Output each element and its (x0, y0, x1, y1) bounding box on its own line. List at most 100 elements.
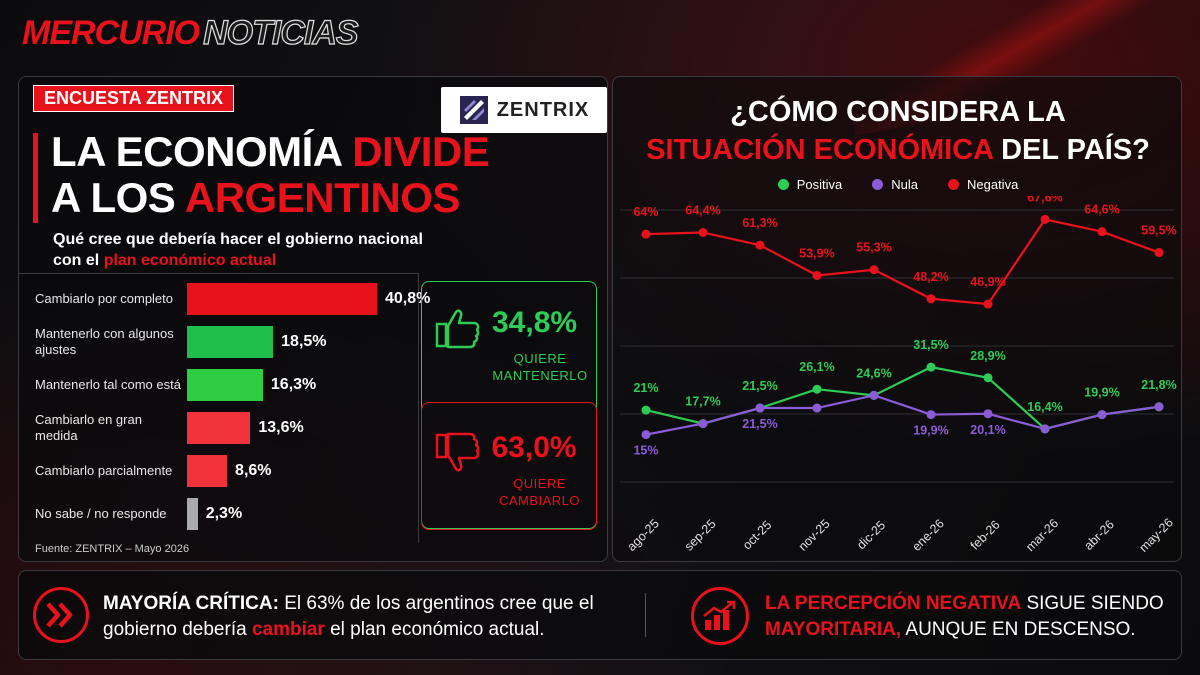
double-chevron-right-icon (33, 587, 89, 643)
footer-message-right: LA PERCEPCIÓN NEGATIVA SIGUE SIENDO MAYO… (765, 591, 1175, 643)
data-label: 21,5% (742, 417, 777, 431)
subtitle-line2-red: plan económico actual (103, 252, 277, 269)
x-tick-label: abr-26 (1081, 517, 1116, 552)
title-accent-bar (33, 133, 38, 223)
data-label: 20,1% (970, 423, 1005, 437)
data-point (1154, 248, 1164, 258)
data-point (926, 410, 936, 420)
line-chart: 21% 17,7% 21,5% 26,1% 24,6% 31,5% 28,9% 16,4% 19… (620, 196, 1177, 555)
data-label: 64,4% (685, 203, 720, 217)
bar-label: Mantenerlo con algunos ajustes (35, 326, 174, 357)
left-panel: ENCUESTA ZENTRIX ZENTRIX LA ECONOMÍA DIV… (18, 76, 608, 562)
legend-label: Positiva (796, 177, 843, 192)
data-point (1040, 424, 1050, 434)
bar-label: Mantenerlo tal como está (35, 377, 181, 392)
data-label: 59,5% (1141, 224, 1176, 238)
data-label: 16,4% (1027, 400, 1062, 414)
data-point (698, 227, 708, 237)
x-tick-label: may-26 (1136, 515, 1175, 554)
keep-caption: QUIERE MANTENERLO (482, 350, 598, 384)
change-caption-1: QUIERE (513, 476, 566, 491)
data-label: 53,9% (799, 246, 834, 260)
footer-bar: MAYORÍA CRÍTICA: El 63% de los argentino… (18, 570, 1182, 660)
series-line (645, 394, 1160, 436)
bar-label: Cambiarlo en gran medida (35, 412, 142, 443)
data-label: 21,8% (1141, 378, 1176, 392)
data-point (1097, 410, 1107, 420)
bar (187, 369, 263, 401)
data-point (1154, 402, 1164, 412)
title-line2-red: ARGENTINOS (184, 174, 461, 221)
legend-item: Nula (872, 177, 918, 192)
change-caption: QUIERE CAMBIARLO (482, 475, 598, 509)
bar-value-label: 16,3% (270, 376, 317, 393)
legend-swatch (777, 179, 789, 190)
brand-logo: MERCURIO NOTICIAS (22, 13, 360, 53)
footer-divider (645, 593, 646, 637)
data-point (1040, 214, 1050, 224)
chart-title-line2-white: DEL PAÍS? (993, 134, 1150, 166)
x-tick-label: ago-25 (624, 516, 661, 553)
data-label: 48,2% (913, 270, 948, 284)
data-point (812, 403, 822, 413)
survey-tag: ENCUESTA ZENTRIX (33, 85, 235, 112)
keep-caption-2: MANTENERLO (492, 368, 588, 383)
chart-title-line1: ¿CÓMO CONSIDERA LA (730, 96, 1066, 128)
data-point (641, 229, 651, 239)
data-label: 64% (633, 205, 658, 219)
data-label: 21% (633, 381, 658, 395)
keep-percent: 34,8% (492, 306, 578, 339)
subtitle-line2-white: con el (53, 252, 104, 269)
subtitle-line1: Qué cree que debería hacer el gobierno n… (53, 231, 423, 248)
data-point (983, 373, 993, 383)
zentrix-mark-icon (459, 96, 488, 124)
bar-label: No sabe / no responde (35, 506, 167, 521)
series-line (645, 218, 1160, 306)
data-label: 19,9% (913, 424, 948, 438)
data-label: 26,1% (799, 360, 834, 374)
title-line2-white: A LOS (51, 174, 185, 221)
x-tick-label: oct-25 (740, 518, 774, 552)
footer-right-red1: LA PERCEPCIÓN NEGATIVA (765, 593, 1022, 614)
brand-part1: MERCURIO (22, 14, 200, 52)
data-label: 61,3% (742, 216, 777, 230)
footer-message-left: MAYORÍA CRÍTICA: El 63% de los argentino… (103, 591, 623, 643)
data-point (869, 265, 879, 275)
right-panel: ¿CÓMO CONSIDERA LA SITUACIÓN ECONÓMICA D… (612, 76, 1182, 562)
data-label: 31,5% (913, 338, 948, 352)
data-point (698, 419, 708, 429)
legend-label: Nula (891, 177, 918, 192)
data-label: 64,6% (1084, 203, 1119, 217)
footer-left-text1: El 63% de los argentinos cree que el gob… (103, 593, 594, 640)
thumbs-up-icon (435, 309, 480, 349)
data-point (983, 299, 993, 309)
bar-row: Mantenerlo tal como está 16,3% (19, 364, 419, 406)
subtitle: Qué cree que debería hacer el gobierno n… (53, 229, 423, 271)
title-line1-red: DIVIDE (352, 128, 490, 175)
data-label: 67,6% (1027, 196, 1062, 204)
data-label: 17,7% (685, 395, 720, 409)
bar-value-label: 13,6% (258, 419, 304, 436)
summary-box: 34,8% QUIERE MANTENERLO 63,0% QUIERE CAM… (420, 281, 598, 530)
main-title: LA ECONOMÍA DIVIDE A LOS ARGENTINOS (51, 128, 490, 221)
title-line1-white: LA ECONOMÍA (51, 128, 353, 175)
thumbs-down-icon (435, 432, 479, 472)
bar-row: Mantenerlo con algunos ajustes 18,5% (19, 321, 419, 363)
data-point (812, 384, 822, 394)
footer-right-red2: MAYORITARIA, (765, 619, 902, 640)
data-label: 46,9% (970, 275, 1005, 289)
data-label: 24,6% (856, 366, 891, 380)
legend-swatch (872, 179, 884, 190)
bar-row: Cambiarlo parcialmente 8,6% (19, 450, 419, 492)
footer-left-red: cambiar (251, 619, 325, 640)
data-point (812, 270, 822, 280)
legend-item: Positiva (777, 177, 843, 192)
brand-part2: NOTICIAS (203, 13, 360, 52)
x-tick-label: ene-26 (909, 516, 946, 553)
legend-swatch (947, 179, 959, 190)
data-point (983, 409, 993, 419)
bar-chart: Cambiarlo por completo 40,8% Mantenerlo co… (19, 273, 430, 543)
bar (187, 498, 198, 530)
change-caption-2: CAMBIARLO (498, 493, 581, 508)
data-point (755, 240, 765, 250)
